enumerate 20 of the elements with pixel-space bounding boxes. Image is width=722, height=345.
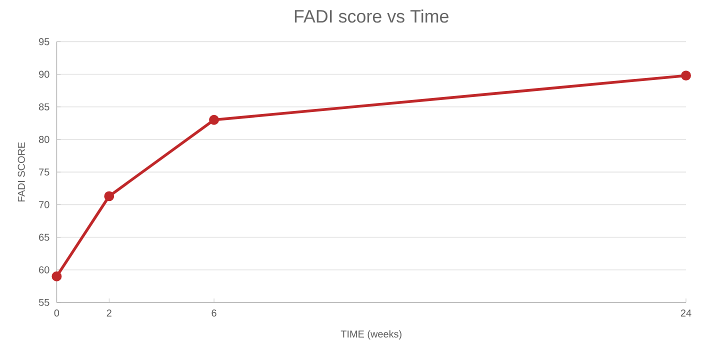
y-tick-label: 80 xyxy=(39,136,50,143)
y-tick-label: 60 xyxy=(39,266,50,274)
x-axis-title: TIME (weeks) xyxy=(340,330,402,340)
y-tick-label: 75 xyxy=(39,168,50,176)
x-tick-label: 6 xyxy=(212,309,216,317)
x-tick-label: 24 xyxy=(680,309,692,316)
point xyxy=(681,70,691,81)
point xyxy=(104,191,114,202)
point xyxy=(52,271,62,282)
y-tick-label: 85 xyxy=(39,103,50,110)
y-axis-title: FADI SCORE xyxy=(18,142,25,202)
chart-title: FADI score vs Time xyxy=(294,10,448,23)
y-tick-label: 70 xyxy=(39,201,50,208)
y-tick-label: 65 xyxy=(39,234,50,241)
y-tick-label: 55 xyxy=(38,299,50,306)
y-tick-label: 95 xyxy=(39,38,50,46)
y-tick-label: 90 xyxy=(39,70,50,78)
point xyxy=(209,114,220,125)
x-tick-label: 2 xyxy=(106,309,112,316)
x-tick-label: 0 xyxy=(54,309,60,317)
